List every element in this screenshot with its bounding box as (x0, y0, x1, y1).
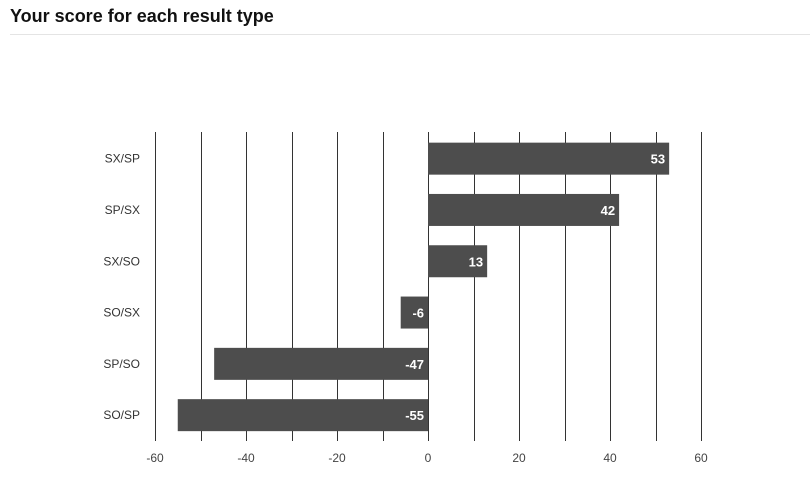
category-label: SO/SP (103, 408, 140, 422)
bar (177, 399, 428, 432)
x-tick-label: -60 (146, 451, 164, 465)
category-label: SP/SX (105, 203, 140, 217)
data-label: -55 (405, 408, 424, 423)
bar (214, 347, 428, 380)
category-label: SP/SO (103, 357, 140, 371)
bar (428, 245, 488, 278)
data-label: -47 (405, 357, 424, 372)
title-divider (10, 34, 810, 35)
gridlines (155, 132, 702, 441)
bar (428, 142, 670, 175)
x-tick-label: 40 (603, 451, 617, 465)
category-labels: SX/SP SP/SX SX/SO SO/SX SP/SO SO/SP (103, 152, 140, 423)
bar (428, 193, 620, 226)
data-label: 53 (651, 152, 665, 167)
x-tick-label: -20 (328, 451, 346, 465)
x-tick-label: 60 (694, 451, 708, 465)
category-label: SX/SO (103, 254, 140, 268)
bar (400, 296, 428, 329)
chart-title: Your score for each result type (10, 6, 274, 26)
data-labels: 53 42 13 -6 -47 -55 (405, 152, 665, 424)
data-label: 13 (469, 254, 483, 269)
bars (177, 142, 670, 432)
x-axis-ticks: -60 -40 -20 0 20 40 60 (146, 451, 708, 465)
x-tick-label: -40 (237, 451, 255, 465)
data-label: 42 (601, 203, 615, 218)
data-label: -6 (412, 306, 424, 321)
x-tick-label: 20 (512, 451, 526, 465)
x-tick-label: 0 (425, 451, 432, 465)
category-label: SX/SP (105, 152, 140, 166)
category-label: SO/SX (103, 306, 140, 320)
